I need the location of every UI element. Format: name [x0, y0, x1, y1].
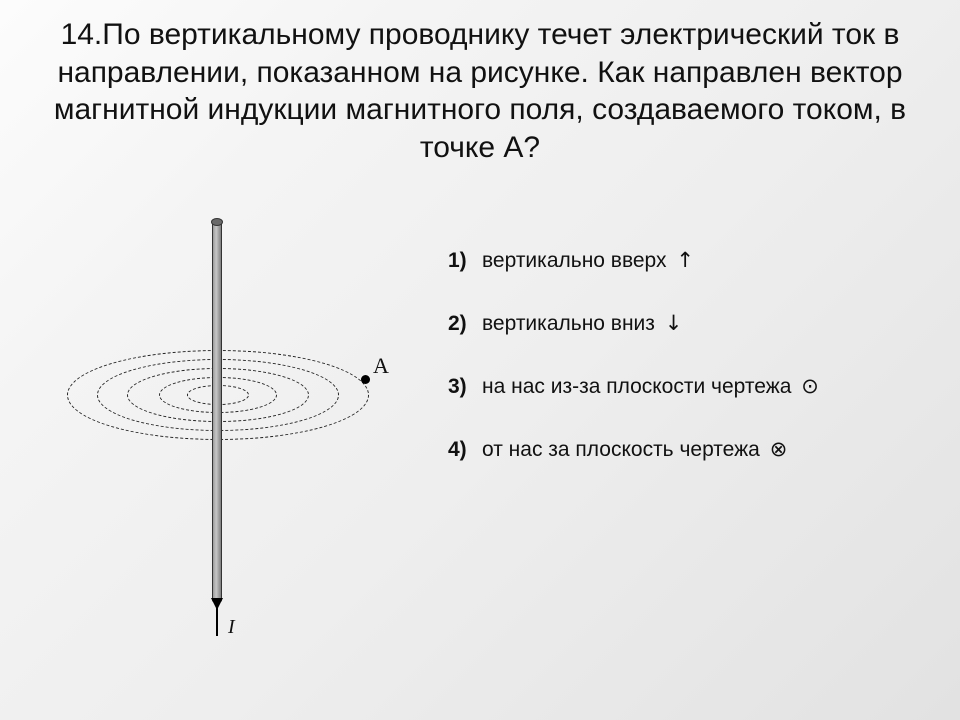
- question-text: 14.По вертикальному проводнику течет эле…: [20, 16, 940, 166]
- cross-circle-icon: ⊗: [770, 437, 788, 461]
- current-line: [216, 600, 218, 636]
- option-number: 2): [448, 312, 482, 336]
- option-text: вертикально вверх ↑: [482, 248, 948, 273]
- option-number: 3): [448, 375, 482, 399]
- option-4: 4) от нас за плоскость чертежа ⊗: [448, 437, 948, 462]
- point-a-dot: [361, 375, 370, 384]
- option-number: 1): [448, 249, 482, 273]
- option-text-body: на нас из-за плоскости чертежа: [482, 375, 791, 398]
- arrow-down-icon: ↓: [665, 311, 683, 335]
- answer-options: 1) вертикально вверх ↑ 2) вертикально вн…: [442, 248, 948, 500]
- option-text: от нас за плоскость чертежа ⊗: [482, 437, 948, 462]
- slide: 14.По вертикальному проводнику течет эле…: [0, 0, 960, 720]
- option-3: 3) на нас из-за плоскости чертежа ⊙: [448, 374, 948, 399]
- option-1: 1) вертикально вверх ↑: [448, 248, 948, 273]
- option-text: на нас из-за плоскости чертежа ⊙: [482, 374, 948, 399]
- point-a-label: A: [373, 353, 389, 379]
- option-text: вертикально вниз ↓: [482, 311, 948, 336]
- dot-circle-icon: ⊙: [801, 374, 819, 398]
- option-number: 4): [448, 438, 482, 462]
- content-row: I A 1) вертикально вверх ↑ 2) вертикальн…: [12, 178, 948, 720]
- figure: I A: [12, 186, 442, 626]
- current-label: I: [228, 616, 235, 639]
- conductor-rod: [212, 220, 222, 602]
- option-text-body: от нас за плоскость чертежа: [482, 438, 760, 461]
- arrow-up-icon: ↑: [676, 248, 694, 272]
- option-text-body: вертикально вверх: [482, 249, 667, 272]
- option-text-body: вертикально вниз: [482, 312, 655, 335]
- option-2: 2) вертикально вниз ↓: [448, 311, 948, 336]
- rod-top-cap: [211, 218, 223, 226]
